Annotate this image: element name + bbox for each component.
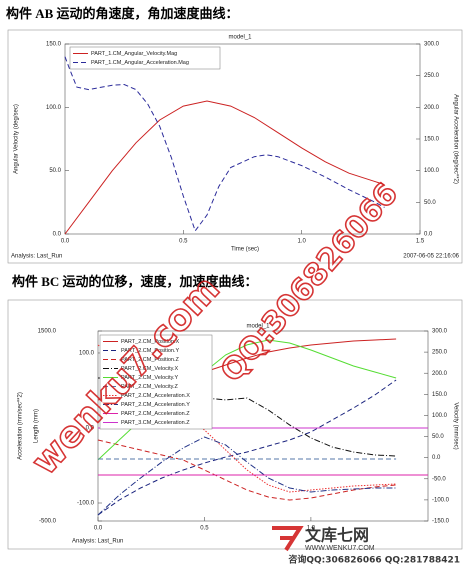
y2-tick-label: 100.0 xyxy=(432,413,448,419)
logo-mark xyxy=(272,526,304,552)
y-tick-label: 1500.0 xyxy=(38,329,57,335)
x-tick-label: 0.5 xyxy=(200,526,209,532)
chart-panel xyxy=(7,299,463,550)
legend-label: PART_2.CM_Acceleration.X xyxy=(121,393,190,399)
y2-tick-label: 200.0 xyxy=(432,371,448,377)
axis-label: Angular Acceleration (deg/sec**2) xyxy=(452,94,458,184)
chart: model_1 0.0 0.5 1.0 -500.0 1500.0 -100.0 0.0 100… xyxy=(18,324,459,545)
x-axis-label: Time (sec) xyxy=(231,247,259,253)
legend-label: PART_2.CM_Position.Y xyxy=(121,348,180,354)
y2-tick-label: 0.0 xyxy=(424,232,433,238)
y2-tick-label: 200.0 xyxy=(424,105,440,111)
legend-label: PART_1.CM_Angular_Acceleration.Mag xyxy=(91,60,189,66)
data-line xyxy=(97,436,397,516)
y3-tick-label: 0.0 xyxy=(86,426,95,432)
analysis-label: Analysis: Last_Run xyxy=(11,254,62,260)
y-tick-label: 100.0 xyxy=(46,105,62,111)
x-tick-label: 0.0 xyxy=(61,239,70,245)
legend-label: PART_1.CM_Angular_Velocity.Mag xyxy=(91,51,177,57)
logo-text: 文库七网 xyxy=(305,526,369,545)
y2-tick-label: 250.0 xyxy=(432,350,448,356)
y2-tick-label: 50.0 xyxy=(424,200,436,206)
axis-label: Length (mm) xyxy=(34,409,40,443)
x-tick-label: 0.5 xyxy=(179,239,188,245)
y2-tick-label: 150.0 xyxy=(432,392,448,398)
data-line xyxy=(64,100,385,235)
y3-tick-label: 100.0 xyxy=(79,351,95,357)
y2-tick-label: 100.0 xyxy=(424,168,440,174)
logo-url: WWW.WENKU7.COM xyxy=(305,545,375,552)
data-line xyxy=(97,439,397,501)
legend-label: PART_2.CM_Velocity.Z xyxy=(121,384,178,390)
data-line xyxy=(97,379,397,516)
heading: 构件 AB 运动的角速度，角加速度曲线： xyxy=(6,6,239,21)
y-tick-label: 50.0 xyxy=(49,168,61,174)
y2-tick-label: -150.0 xyxy=(432,519,450,525)
y-tick-label: -500.0 xyxy=(39,519,57,525)
x-tick-label: 0.0 xyxy=(94,526,103,532)
analysis-label: Analysis: Last_Run xyxy=(72,539,123,545)
y3-tick-label: -100.0 xyxy=(77,501,95,507)
y2-tick-label: 0.0 xyxy=(432,455,441,461)
y-tick-label: 150.0 xyxy=(46,42,62,48)
y2-tick-label: 150.0 xyxy=(424,137,440,143)
contact: 咨询QQ:306826066 QQ:281788421 xyxy=(288,554,460,566)
y2-tick-label: 50.0 xyxy=(432,434,444,440)
axis-label: Angular Velocity (deg/sec) xyxy=(14,104,20,174)
chart-title: model_1 xyxy=(228,35,252,41)
legend-label: PART_2.CM_Position.Z xyxy=(121,357,180,363)
chart: model_10.0 0.5 1.0 1.50.050.0100.0150.00.05… xyxy=(11,35,460,260)
legend xyxy=(99,334,213,430)
axis-label: Acceleration (mm/sec**2) xyxy=(18,392,24,460)
legend-label: PART_2.CM_Position.X xyxy=(121,339,180,345)
chart-title: model_1 xyxy=(246,324,270,330)
data-line xyxy=(97,344,397,493)
plot-area xyxy=(97,330,429,522)
legend xyxy=(69,46,221,70)
legend-label: PART_2.CM_Velocity.Y xyxy=(121,375,178,381)
timestamp: 2007-06-05 22:16:06 xyxy=(403,254,459,260)
y2-tick-label: -50.0 xyxy=(432,476,446,482)
legend-label: PART_2.CM_Acceleration.Y xyxy=(121,402,190,408)
y2-tick-label: -100.0 xyxy=(432,497,450,503)
y2-tick-label: 300.0 xyxy=(424,42,440,48)
axis-label: Velocity (mm/sec) xyxy=(452,402,458,449)
x-tick-label: 1.5 xyxy=(416,239,425,245)
x-tick-label: 1.0 xyxy=(297,239,306,245)
heading: 构件 BC 运动的位移，速度，加速度曲线： xyxy=(12,274,258,289)
y2-tick-label: 250.0 xyxy=(424,73,440,79)
y2-tick-label: 300.0 xyxy=(432,329,448,335)
legend-label: PART_2.CM_Velocity.X xyxy=(121,366,178,372)
data-line xyxy=(64,56,385,232)
legend-label: PART_2.CM_Acceleration.Z xyxy=(121,411,190,417)
y-tick-label: 0.0 xyxy=(53,232,62,238)
legend-label: PART_3.CM_Acceleration.Z xyxy=(121,420,190,426)
x-tick-label: 1.0 xyxy=(307,526,316,532)
